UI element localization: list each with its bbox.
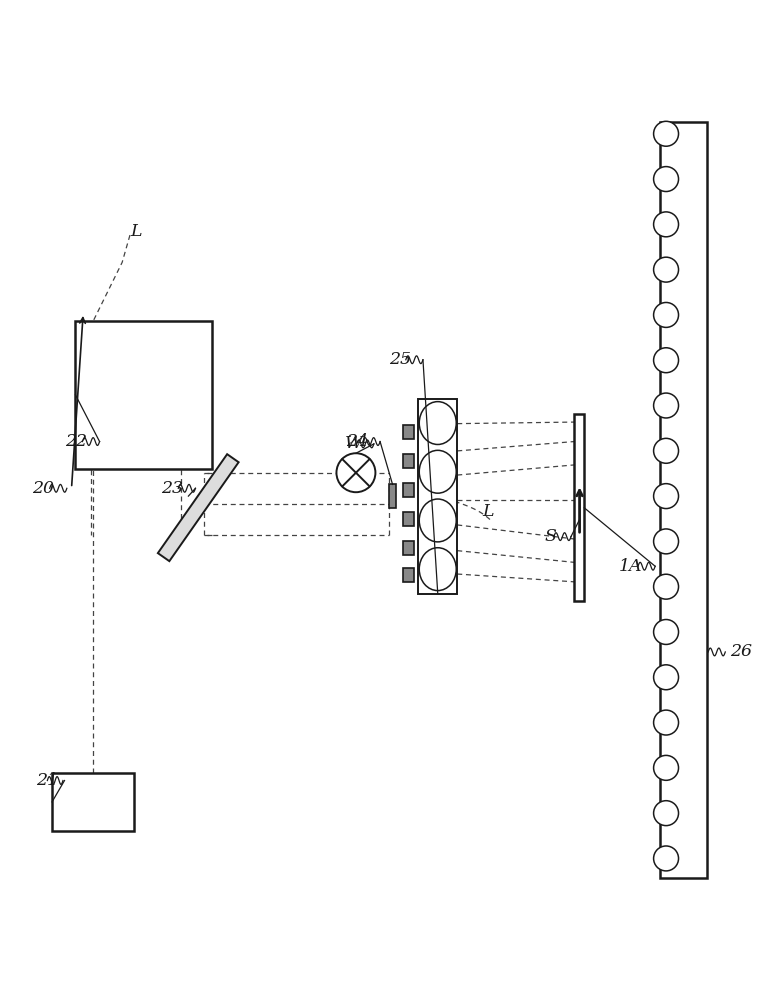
Bar xyxy=(404,541,414,555)
Circle shape xyxy=(654,755,679,780)
Circle shape xyxy=(654,484,679,509)
Circle shape xyxy=(654,348,679,373)
Bar xyxy=(418,399,457,594)
Circle shape xyxy=(654,212,679,237)
Bar xyxy=(660,122,707,878)
Text: 24: 24 xyxy=(346,433,368,450)
Bar xyxy=(75,321,212,469)
Circle shape xyxy=(654,167,679,192)
Text: S: S xyxy=(544,528,556,545)
Text: L: L xyxy=(482,503,493,520)
Text: 1A: 1A xyxy=(619,558,642,575)
Bar xyxy=(404,425,414,439)
Circle shape xyxy=(654,665,679,690)
Bar xyxy=(389,484,396,508)
Text: W: W xyxy=(345,435,363,452)
Circle shape xyxy=(654,257,679,282)
Circle shape xyxy=(654,529,679,554)
Ellipse shape xyxy=(419,548,456,591)
Text: 25: 25 xyxy=(389,351,411,368)
Circle shape xyxy=(654,710,679,735)
Circle shape xyxy=(654,121,679,146)
Circle shape xyxy=(336,453,375,492)
Bar xyxy=(404,483,414,497)
Text: 23: 23 xyxy=(161,480,183,497)
Text: 21: 21 xyxy=(37,772,59,789)
Circle shape xyxy=(654,393,679,418)
Bar xyxy=(404,512,414,526)
Text: 22: 22 xyxy=(65,433,88,450)
Circle shape xyxy=(654,801,679,826)
Bar xyxy=(574,414,584,601)
Circle shape xyxy=(654,620,679,644)
Ellipse shape xyxy=(419,450,456,493)
Circle shape xyxy=(654,302,679,327)
Bar xyxy=(404,454,414,468)
Ellipse shape xyxy=(419,402,456,444)
Bar xyxy=(52,773,134,831)
Bar xyxy=(404,568,414,582)
Circle shape xyxy=(654,438,679,463)
Text: L: L xyxy=(130,223,142,240)
Polygon shape xyxy=(158,454,239,561)
Text: 26: 26 xyxy=(730,643,752,660)
Ellipse shape xyxy=(419,499,456,542)
Circle shape xyxy=(654,846,679,871)
Text: 20: 20 xyxy=(33,480,55,497)
Circle shape xyxy=(654,574,679,599)
